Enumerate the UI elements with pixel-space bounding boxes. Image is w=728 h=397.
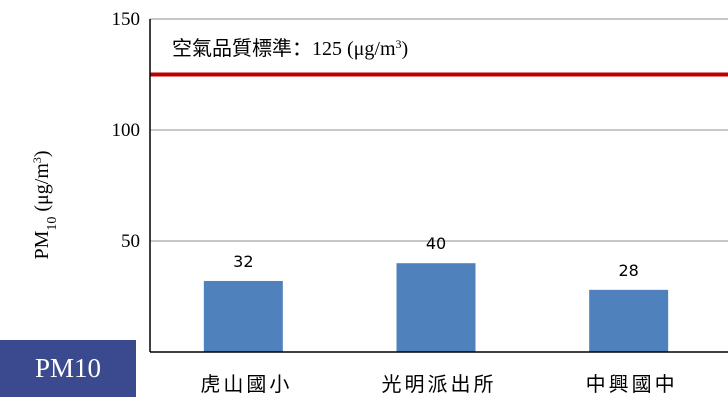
y-axis-label: PM10 (μg/m3) (30, 150, 60, 259)
reference-line-label-unit-close: ) (402, 38, 409, 60)
x-category-label: 光明派出所 (382, 372, 497, 396)
pm10-badge: PM10 (0, 340, 136, 397)
y-tick-label: 50 (121, 231, 140, 252)
reference-line-label: 空氣品質標準：125 (μg/m3) (172, 36, 408, 60)
bar (203, 280, 283, 352)
data-label: 40 (426, 234, 446, 253)
x-category-label: 虎山國小 (200, 372, 292, 396)
y-axis-label-unit: (μg/m (31, 163, 53, 217)
x-category-labels: 虎山國小 光明派出所 中興國中 (200, 372, 678, 396)
y-axis-label-unit-sup: 3 (30, 157, 44, 163)
bar (396, 263, 476, 352)
y-tick-labels: 50 100 150 (112, 9, 141, 252)
bar (589, 289, 669, 352)
reference-line-label-value: 125 (312, 38, 342, 60)
y-tick-label: 100 (112, 120, 141, 141)
y-axis-label-sub: 10 (45, 217, 60, 231)
reference-line-label-unit: (μg/m (342, 38, 396, 60)
bars (203, 263, 669, 352)
y-axis-label-unit-close: ) (31, 150, 53, 157)
y-tick-label: 150 (112, 9, 141, 30)
gridlines (150, 18, 728, 242)
reference-line-label-unit-sup: 3 (396, 37, 402, 51)
data-label: 32 (233, 252, 253, 271)
data-label: 28 (618, 261, 638, 280)
data-labels: 32 40 28 (233, 234, 639, 280)
axes (149, 19, 728, 353)
reference-line-label-prefix: 空氣品質標準： (172, 36, 312, 60)
y-axis-label-main: PM (31, 230, 53, 259)
x-category-label: 中興國中 (586, 372, 678, 396)
